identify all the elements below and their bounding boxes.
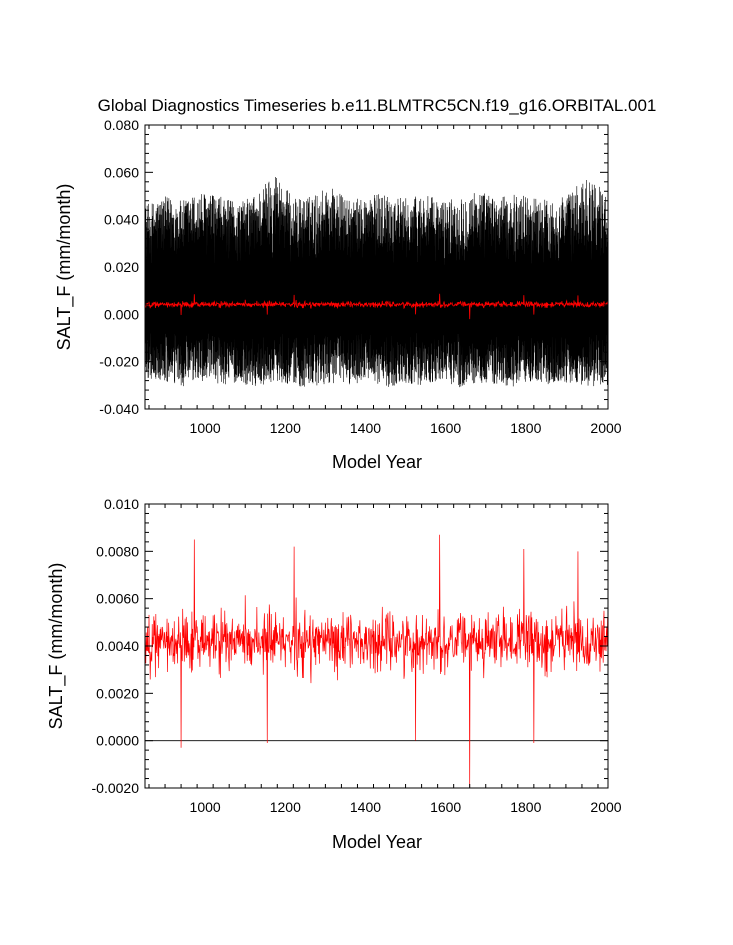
top-y-tick-label: 0.000 <box>104 306 139 322</box>
top-y-tick-label: -0.020 <box>99 354 139 370</box>
bottom-axis-ticks: -0.0020 0.0000 0.0020 0.0040 0.0060 0.0080 0.0… <box>92 496 622 815</box>
top-x-tick-label: 1800 <box>510 420 541 436</box>
top-y-tick-label: 0.060 <box>104 164 139 180</box>
bottom-x-tick-label: 1000 <box>190 799 221 815</box>
top-plot-area <box>144 176 609 388</box>
bottom-y-tick-label: 0.0040 <box>96 638 139 654</box>
top-x-axis-label: Model Year <box>332 452 422 472</box>
bottom-x-tick-label: 1400 <box>350 799 381 815</box>
bottom-y-tick-label: 0.010 <box>104 496 139 512</box>
bottom-x-axis-label: Model Year <box>332 832 422 852</box>
bottom-x-tick-label: 1600 <box>430 799 461 815</box>
top-y-tick-label: 0.080 <box>104 117 139 133</box>
top-x-tick-label: 2000 <box>590 420 621 436</box>
top-y-axis-label: SALT_F (mm/month) <box>54 184 75 351</box>
top-x-tick-label: 1400 <box>350 420 381 436</box>
bottom-plot-area <box>144 534 609 789</box>
top-x-tick-label: 1000 <box>190 420 221 436</box>
top-axis-ticks: -0.040 -0.020 0.000 0.020 0.040 0.060 0.080 100… <box>99 117 621 436</box>
bottom-y-tick-label: 0.0020 <box>96 685 139 701</box>
bottom-y-tick-label: 0.0060 <box>96 591 139 607</box>
top-monthly-series-line <box>144 176 609 388</box>
bottom-x-tick-label: 1200 <box>270 799 301 815</box>
bottom-y-axis-label: SALT_F (mm/month) <box>46 563 67 730</box>
bottom-annual-series-line <box>144 534 609 789</box>
bottom-x-tick-label: 1800 <box>510 799 541 815</box>
top-annual-series-line <box>144 293 609 320</box>
top-y-tick-label: 0.040 <box>104 212 139 228</box>
bottom-y-tick-label: 0.0000 <box>96 733 139 749</box>
bottom-panel: -0.0020 0.0000 0.0020 0.0040 0.0060 0.0080 0.0… <box>46 496 622 852</box>
top-panel: Global Diagnostics Timeseries b.e11.BLMT… <box>54 96 656 472</box>
bottom-y-tick-label: 0.0080 <box>96 543 139 559</box>
top-y-tick-label: 0.020 <box>104 259 139 275</box>
top-x-tick-label: 1600 <box>430 420 461 436</box>
top-y-tick-label: -0.040 <box>99 401 139 417</box>
top-x-tick-label: 1200 <box>270 420 301 436</box>
bottom-y-tick-label: -0.0020 <box>92 780 140 796</box>
chart-title: Global Diagnostics Timeseries b.e11.BLMT… <box>98 96 657 115</box>
bottom-x-tick-label: 2000 <box>590 799 621 815</box>
